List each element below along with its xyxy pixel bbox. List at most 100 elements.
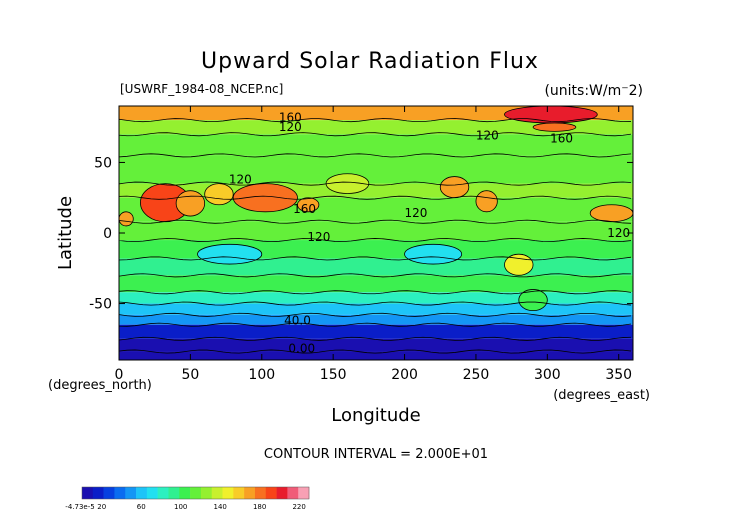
plot-area [118,105,634,360]
y-axis-ticks: -50 0 50 [89,155,633,313]
colorbar-tick-label: 60 [137,503,146,511]
contour-label-10: 0.00 [288,342,315,356]
contour-line-2 [118,132,632,137]
colorbar-swatch [136,487,148,499]
latitude-band-3 [119,155,633,184]
colorbar-swatch [114,487,126,499]
file-label: [USWRF_1984-08_NCEP.nc] [120,82,283,96]
x-tick-label: 200 [391,367,418,383]
x-tick-label: 350 [605,367,632,383]
x-tick-label: 50 [181,367,199,383]
contour-line-4 [118,181,632,186]
region-13 [404,243,463,265]
region-8 [439,176,470,199]
latitude-band-12 [119,314,633,325]
contour-line-7 [118,238,632,243]
region-0 [504,105,598,124]
x-axis-label: Longitude [331,405,421,426]
y-unit-label: (degrees_north) [48,378,152,393]
colorbar-swatch [200,487,213,499]
contour-label-6: 120 [405,206,428,220]
x-axis-ticks: 0 50 100 150 200 250 300 350 [115,106,632,383]
contour-line-6 [118,219,632,224]
contour-line-1 [118,118,632,123]
y-axis-label: Latitude [55,196,76,270]
y-tick-label: 50 [94,155,112,171]
x-tick-label: 300 [534,367,561,383]
chart-title: Upward Solar Radiation Flux [201,49,539,74]
x-tick-label: 100 [248,367,275,383]
colorbar-swatch [190,487,202,499]
region-10 [589,204,634,223]
latitude-band-0 [119,106,633,121]
colorbar-min-label: -4.73e-5 [65,503,94,511]
latitude-band-8 [119,258,633,276]
region-1 [532,122,577,132]
colorbar-tick-label: 20 [97,503,106,511]
latitude-band-1 [119,120,633,135]
colorbar-swatch [222,487,234,499]
colorbar-swatch [103,487,115,499]
contour-line-12 [118,312,632,317]
latitude-band-15 [119,351,633,360]
units-label: (units:W/m⁻2) [544,83,643,99]
x-tick-label: 150 [320,367,347,383]
region-6 [297,197,320,213]
colorbar-swatch [125,487,137,499]
region-15 [518,289,548,312]
contour-label-7: 120 [307,230,330,244]
region-5 [232,183,298,213]
colorbar-swatch [157,487,169,499]
colorbar-tick-label: 220 [292,503,305,511]
colorbar-tick-label: 140 [213,503,226,511]
latitude-band-10 [119,292,633,304]
latitude-band-7 [119,240,633,259]
contour-label-8: 120 [607,226,630,240]
colorbar-swatch [92,487,104,499]
contour-label-3: 160 [550,131,573,145]
latitude-band-13 [119,324,633,339]
colorbar: -4.73e-5 20 60 100 140 180 220 [65,486,310,511]
x-unit-label: (degrees_east) [553,388,650,403]
region-3 [175,190,206,217]
contour-line-9 [118,273,632,278]
latitude-band-6 [119,221,633,241]
colorbar-swatch [82,487,94,499]
contour-line-11 [118,301,632,306]
colorbar-frame [81,486,310,500]
colorbar-swatch [146,487,158,499]
contour-line-5 [118,195,632,200]
colorbar-swatch [287,487,299,499]
latitude-band-14 [119,338,633,352]
region-9 [475,190,498,213]
contour-line-3 [118,153,632,158]
contour-label-0: 160 [279,110,302,124]
colorbar-swatch [276,487,288,499]
latitude-band-2 [119,134,633,156]
colorbar-swatch [265,487,277,499]
colorbar-tick-label: 100 [174,503,187,511]
y-tick-label: -50 [89,297,112,313]
colorbar-swatch [244,487,256,499]
contour-line-15 [118,349,632,354]
colorbar-swatch [298,487,310,499]
colorbar-swatch [168,487,180,499]
contour-label-9: 40.0 [284,313,311,327]
x-tick-label: 250 [463,367,490,383]
contour-line-14 [118,336,632,341]
colorbar-swatch [254,487,267,499]
colorbar-swatch [211,487,223,499]
region-12 [197,243,263,265]
contour-line-8 [118,256,632,261]
region-4 [204,183,234,206]
x-tick-label: 0 [115,367,124,383]
contour-line-10 [118,290,632,295]
contour-label-4: 120 [229,172,252,186]
colorbar-tick-label: 180 [253,503,266,511]
contour-label-2: 120 [476,129,499,143]
y-tick-label: 0 [103,226,112,242]
contour-label-5: 160 [293,202,316,216]
contour-interval-text: CONTOUR INTERVAL = 2.000E+01 [264,447,488,462]
